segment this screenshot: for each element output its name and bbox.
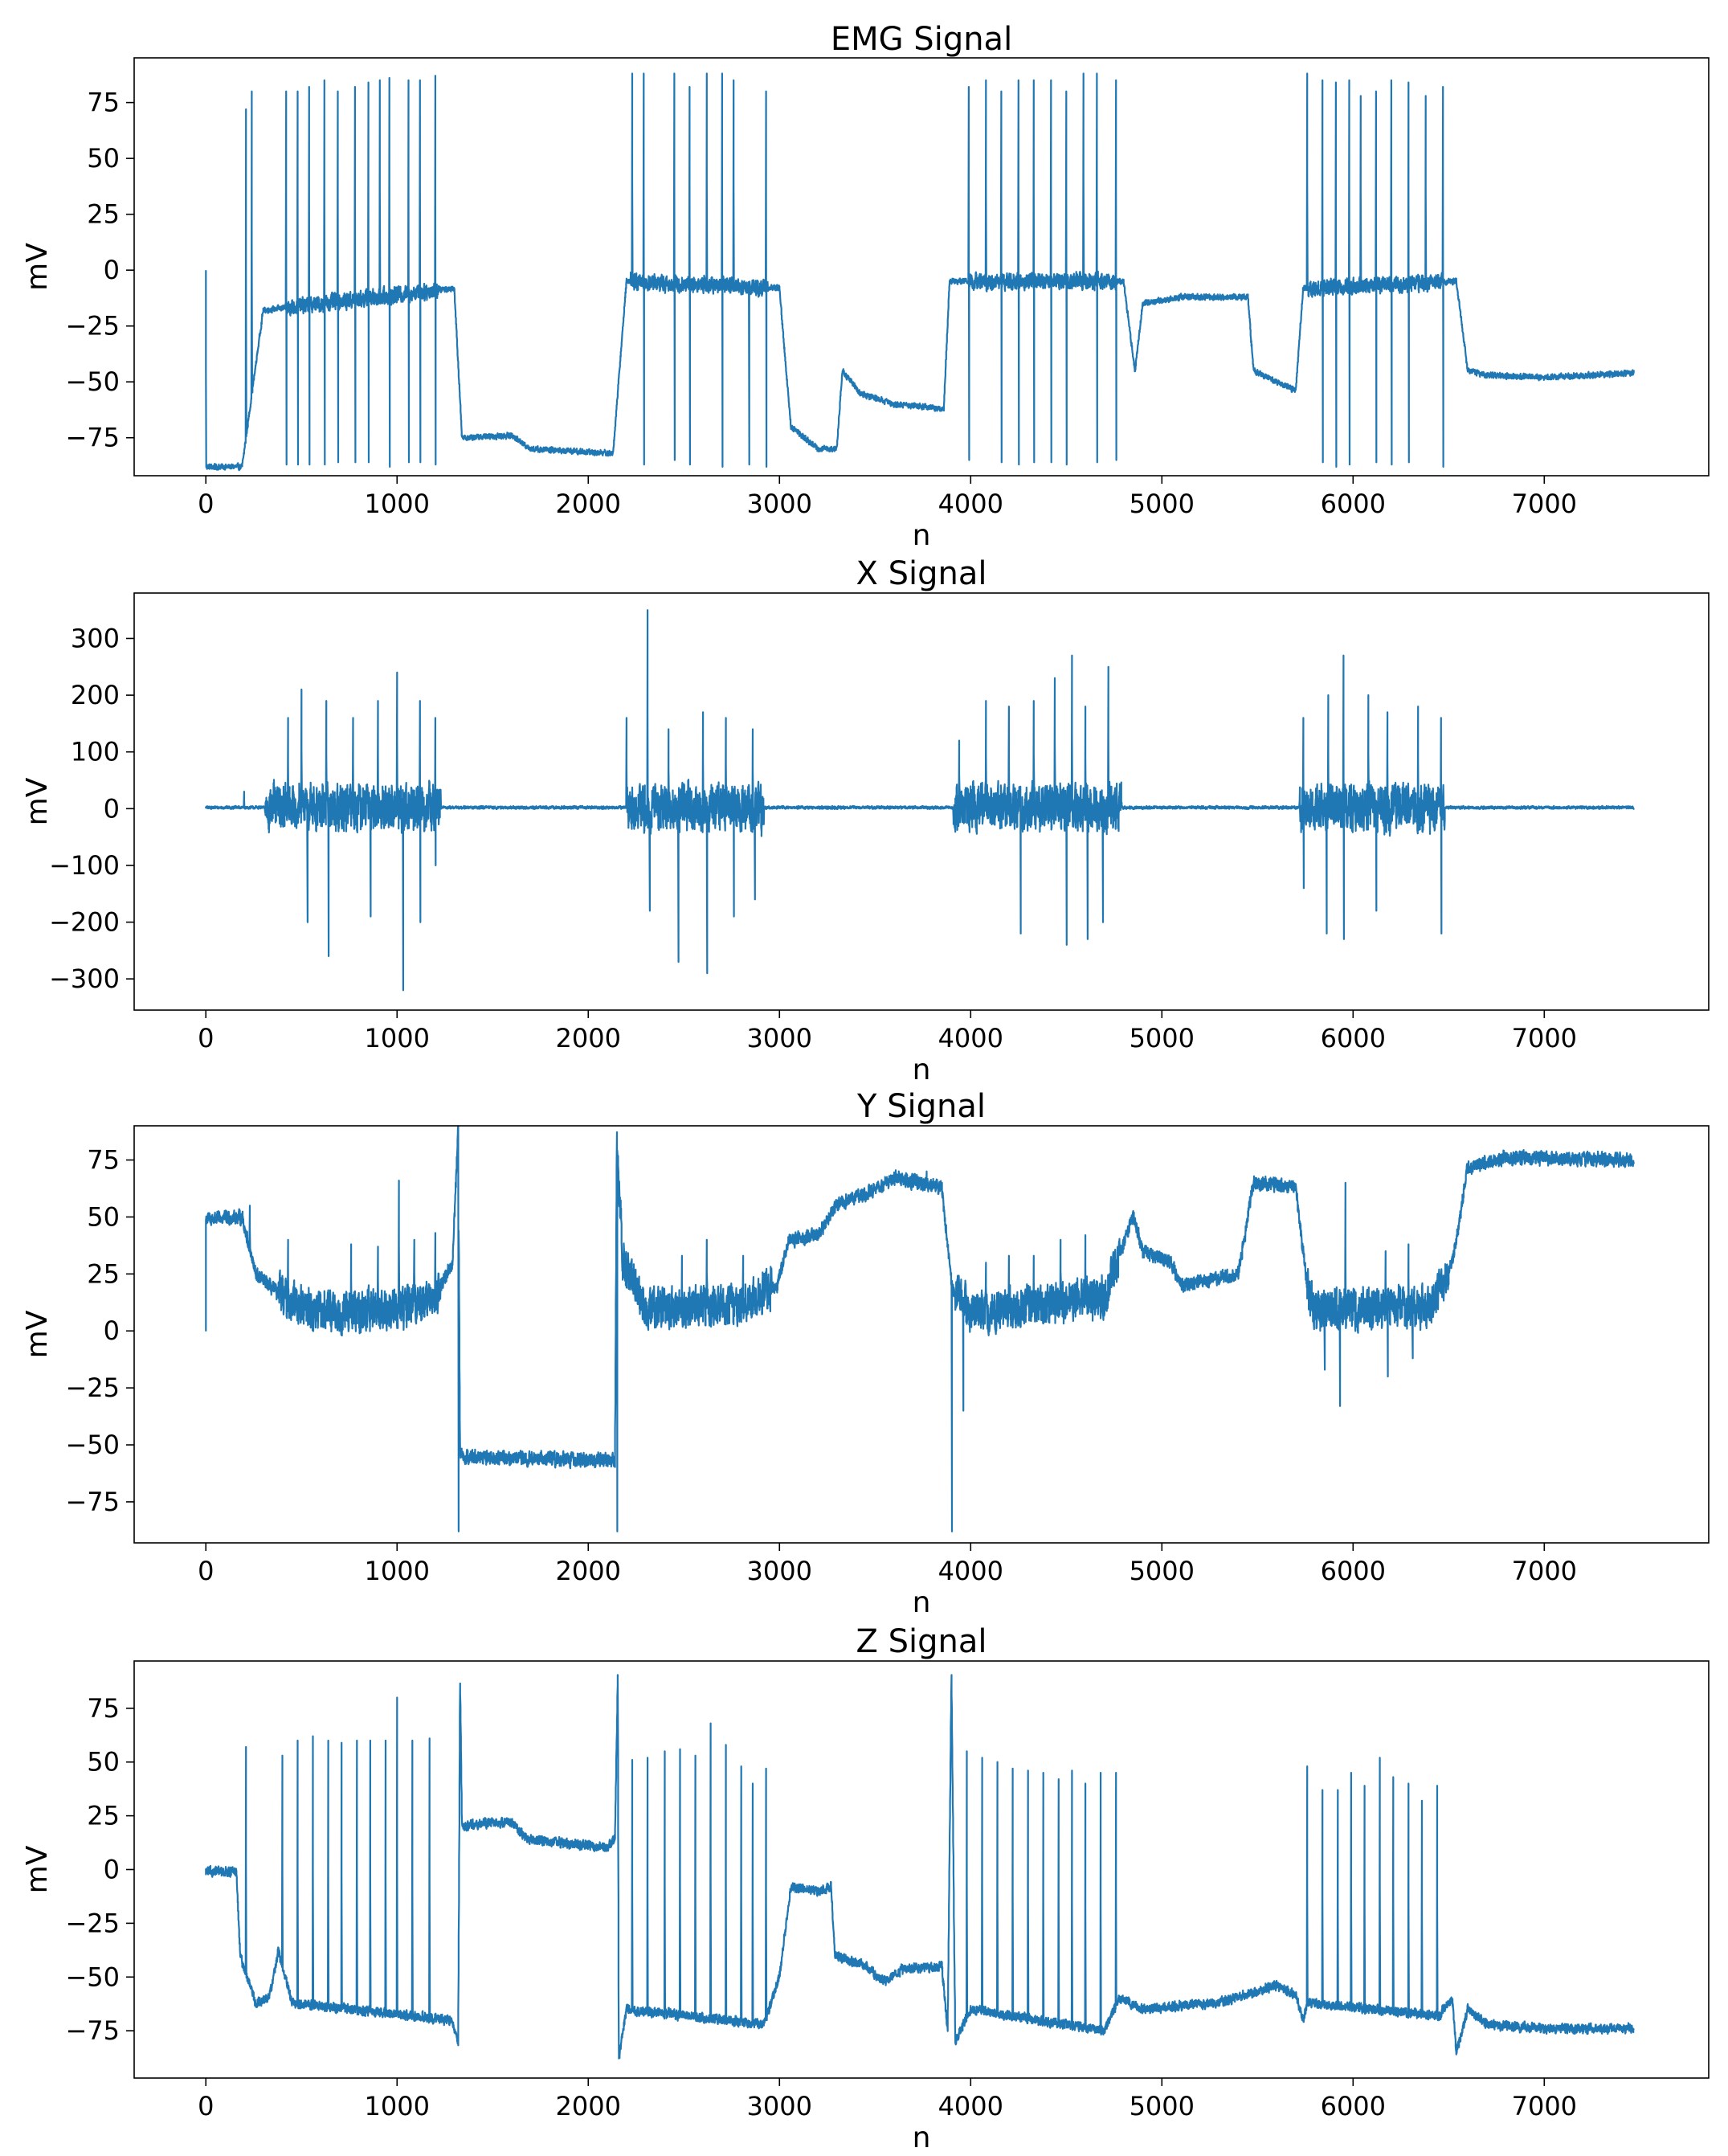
- y-tick-label: 0: [104, 793, 120, 824]
- x-tick-label: 6000: [1321, 489, 1386, 519]
- y-axis-label: mV: [21, 243, 54, 291]
- y-tick-label: −25: [65, 1908, 120, 1938]
- y-tick-label: −75: [65, 423, 120, 453]
- y-tick-label: 75: [87, 1693, 120, 1724]
- x-tick-label: 2000: [556, 1023, 621, 1053]
- chart-title: X Signal: [856, 555, 987, 592]
- x-tick-label: 4000: [938, 2091, 1003, 2121]
- x-tick-label: 0: [198, 1556, 214, 1586]
- x-tick-label: 5000: [1130, 2091, 1195, 2121]
- series-line-z: [205, 1674, 1635, 2060]
- y-tick-label: 0: [104, 1315, 120, 1346]
- y-tick-label: −100: [49, 850, 120, 881]
- x-tick-label: 1000: [365, 489, 430, 519]
- x-tick-label: 4000: [938, 1556, 1003, 1586]
- x-tick-label: 7000: [1512, 1023, 1577, 1053]
- y-axis-label: mV: [21, 777, 54, 825]
- y-tick-label: 75: [87, 88, 120, 118]
- x-tick-label: 1000: [365, 1023, 430, 1053]
- y-tick-label: 50: [87, 1747, 120, 1778]
- y-tick-label: −50: [65, 1962, 120, 1992]
- y-tick-label: 25: [87, 1801, 120, 1831]
- y-tick-label: 25: [87, 199, 120, 230]
- y-tick-label: −25: [65, 311, 120, 342]
- plot-frame: [133, 57, 1710, 477]
- x-tick-label: 4000: [938, 489, 1003, 519]
- y-tick-label: 50: [87, 143, 120, 174]
- y-tick-label: −25: [65, 1373, 120, 1403]
- y-tick-label: 300: [71, 623, 120, 653]
- chart-title: Y Signal: [856, 1088, 986, 1125]
- chart-title: EMG Signal: [831, 21, 1012, 58]
- x-tick-label: 0: [198, 1023, 214, 1053]
- x-tick-label: 2000: [556, 489, 621, 519]
- x-tick-label: 5000: [1130, 1023, 1195, 1053]
- y-tick-label: 0: [104, 255, 120, 285]
- x-axis-label: n: [913, 2121, 931, 2154]
- x-tick-label: 1000: [365, 2091, 430, 2121]
- y-tick-label: −200: [49, 907, 120, 938]
- x-tick-label: 3000: [747, 489, 812, 519]
- y-tick-label: −75: [65, 1487, 120, 1517]
- y-tick-label: 200: [71, 680, 120, 710]
- x-tick-label: 3000: [747, 1556, 812, 1586]
- plot-frame: [133, 592, 1710, 1011]
- plot-frame: [133, 1125, 1710, 1544]
- y-axis-label: mV: [21, 1310, 54, 1358]
- x-tick-label: 6000: [1321, 1023, 1386, 1053]
- x-axis-label: n: [913, 1053, 931, 1086]
- x-tick-label: 5000: [1130, 1556, 1195, 1586]
- chart-panel-4: 0 1000 2000 3000 4000 5000 6000 7000 −75 −50 −25 0 2…: [21, 1623, 1710, 2154]
- y-tick-label: 100: [71, 737, 120, 767]
- x-tick-label: 0: [198, 2091, 214, 2121]
- x-tick-label: 6000: [1321, 2091, 1386, 2121]
- y-tick-label: −75: [65, 2015, 120, 2046]
- chart-panel-3: 0 1000 2000 3000 4000 5000 6000 7000 −75 −50 −25 0 2…: [21, 1088, 1710, 1619]
- x-tick-label: 7000: [1512, 2091, 1577, 2121]
- series-line-y: [205, 1126, 1635, 1532]
- x-tick-label: 2000: [556, 2091, 621, 2121]
- x-tick-label: 0: [198, 489, 214, 519]
- x-tick-label: 7000: [1512, 489, 1577, 519]
- y-tick-label: −50: [65, 1430, 120, 1460]
- y-tick-label: 0: [104, 1855, 120, 1885]
- x-tick-label: 7000: [1512, 1556, 1577, 1586]
- x-tick-label: 1000: [365, 1556, 430, 1586]
- x-tick-label: 4000: [938, 1023, 1003, 1053]
- x-tick-label: 6000: [1321, 1556, 1386, 1586]
- y-tick-label: 50: [87, 1201, 120, 1232]
- x-axis-label: n: [913, 519, 931, 552]
- x-tick-label: 3000: [747, 2091, 812, 2121]
- chart-panel-2: 0 1000 2000 3000 4000 5000 6000 7000−300−200−10…: [21, 555, 1710, 1086]
- y-tick-label: 25: [87, 1258, 120, 1289]
- x-tick-label: 2000: [556, 1556, 621, 1586]
- chart-panel-1: 0 1000 2000 3000 4000 5000 6000 7000 −75 −50 −25 0 2…: [21, 21, 1710, 552]
- series-line-emg: [205, 72, 1635, 472]
- y-tick-label: −300: [49, 963, 120, 994]
- x-tick-label: 3000: [747, 1023, 812, 1053]
- y-tick-label: −50: [65, 366, 120, 397]
- x-tick-label: 5000: [1130, 489, 1195, 519]
- y-tick-label: 75: [87, 1145, 120, 1176]
- chart-title: Z Signal: [856, 1623, 987, 1660]
- series-line-x: [205, 609, 1635, 992]
- x-axis-label: n: [913, 1586, 931, 1619]
- y-axis-label: mV: [21, 1845, 54, 1893]
